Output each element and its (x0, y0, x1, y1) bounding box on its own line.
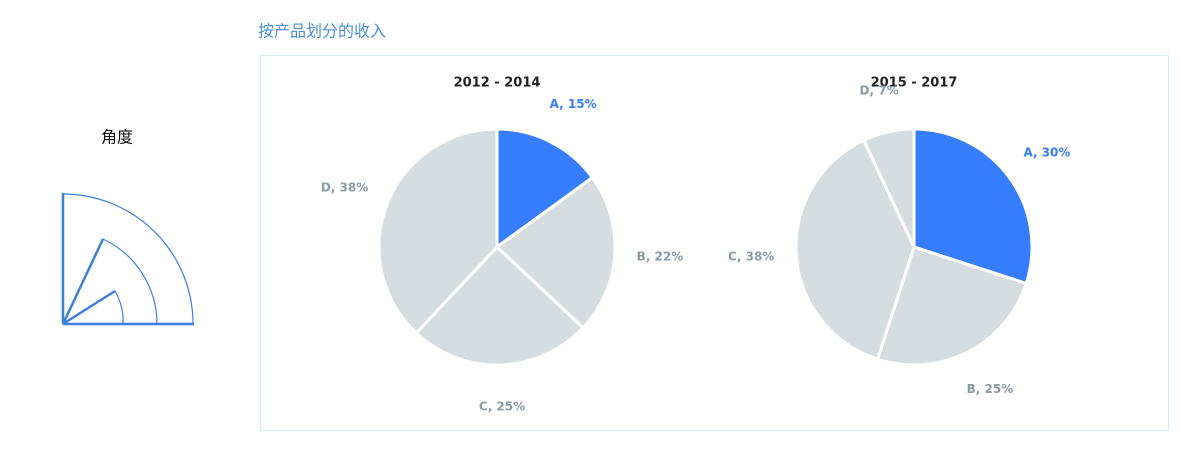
pie-slice (414, 244, 586, 367)
data-label: C, 38% (728, 250, 774, 264)
chart-title: 2012 - 2014 (454, 76, 541, 91)
pie-slice (861, 127, 916, 248)
data-label: A, 15% (550, 97, 597, 111)
icon-label: 角度 (101, 128, 133, 147)
pie-slice (794, 138, 916, 362)
data-label: B, 25% (967, 382, 1014, 396)
pie-slice (875, 245, 1029, 367)
data-label: D, 7% (860, 83, 899, 97)
pie-slice (912, 127, 1034, 286)
data-label: A, 30% (1023, 145, 1070, 159)
data-label: C, 25% (479, 399, 525, 413)
data-label: D, 38% (321, 181, 368, 195)
pie-slice (377, 127, 499, 336)
pie-slice (495, 127, 595, 250)
angle-icon (61, 193, 194, 326)
data-label: B, 22% (637, 250, 684, 264)
chart-title: 2015 - 2017 (871, 76, 958, 91)
pie-slice (494, 175, 617, 330)
panel (260, 55, 1169, 431)
section-title: 按产品划分的收入 (258, 22, 386, 41)
